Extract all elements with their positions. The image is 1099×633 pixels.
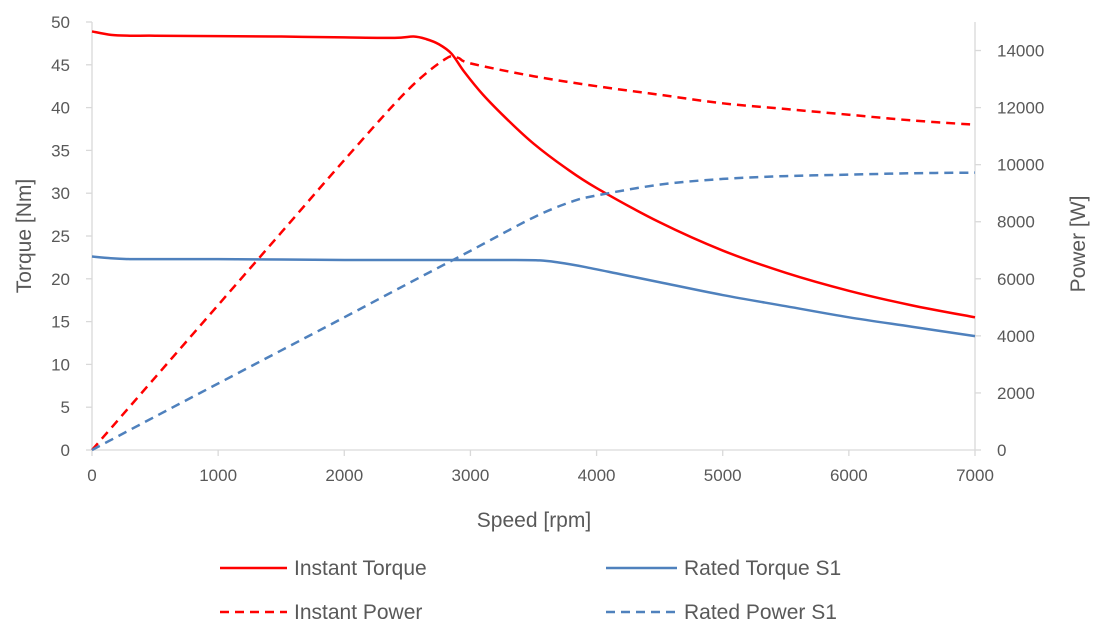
legend-label-rated-power-s1: Rated Power S1 — [684, 601, 837, 624]
x-tick-label: 5000 — [704, 466, 742, 485]
y-axis-left-title: Torque [Nm] — [13, 179, 36, 293]
legend-label-instant-torque: Instant Torque — [294, 557, 427, 580]
y-right-tick-label: 14000 — [997, 42, 1044, 61]
y-left-tick-label: 5 — [61, 398, 70, 417]
y-right-tick-label: 4000 — [997, 327, 1035, 346]
y-left-tick-label: 20 — [51, 270, 70, 289]
x-tick-label: 3000 — [452, 466, 490, 485]
legend: Instant Torque Rated Torque S1 Instant P… — [220, 557, 841, 624]
series-line-rated-torque-s1 — [91, 255, 976, 338]
legend-item-instant-power[interactable]: Instant Power — [220, 601, 422, 624]
x-tick-label: 6000 — [830, 466, 868, 485]
series-line-instant-power — [91, 54, 976, 451]
legend-label-rated-torque-s1: Rated Torque S1 — [684, 557, 841, 580]
y-left-tick-label: 45 — [51, 56, 70, 75]
y-left-tick-label: 25 — [51, 227, 70, 246]
x-tick-label: 2000 — [325, 466, 363, 485]
x-tick-label: 1000 — [199, 466, 237, 485]
x-axis-title: Speed [rpm] — [477, 509, 591, 532]
labels-layer: Speed [rpm] Torque [Nm] Power [W] — [13, 179, 1090, 532]
y-left-tick-label: 40 — [51, 99, 70, 118]
legend-item-instant-torque[interactable]: Instant Torque — [220, 557, 427, 580]
y-left-tick-label: 35 — [51, 141, 70, 160]
y-right-tick-label: 8000 — [997, 213, 1035, 232]
y-axis-right-title: Power [W] — [1067, 196, 1090, 293]
y-right-tick-label: 6000 — [997, 270, 1035, 289]
axes-layer: 0 1000 2000 3000 4000 5000 6000 700005101520253… — [51, 13, 1044, 485]
y-right-tick-label: 2000 — [997, 384, 1035, 403]
legend-item-rated-torque-s1[interactable]: Rated Torque S1 — [606, 557, 841, 580]
y-right-tick-label: 12000 — [997, 99, 1044, 118]
series-line-instant-torque — [91, 30, 976, 319]
x-tick-label: 0 — [87, 466, 96, 485]
y-left-tick-label: 30 — [51, 184, 70, 203]
y-left-tick-label: 15 — [51, 313, 70, 332]
y-right-tick-label: 0 — [997, 441, 1006, 460]
series-line-rated-power-s1 — [91, 171, 976, 452]
x-tick-label: 7000 — [956, 466, 994, 485]
legend-item-rated-power-s1[interactable]: Rated Power S1 — [606, 601, 837, 624]
y-left-tick-label: 0 — [61, 441, 70, 460]
y-right-tick-label: 10000 — [997, 156, 1044, 175]
series-layer — [91, 30, 976, 452]
legend-label-instant-power: Instant Power — [294, 601, 422, 624]
y-left-tick-label: 50 — [51, 13, 70, 32]
x-tick-label: 4000 — [578, 466, 616, 485]
y-left-tick-label: 10 — [51, 355, 70, 374]
